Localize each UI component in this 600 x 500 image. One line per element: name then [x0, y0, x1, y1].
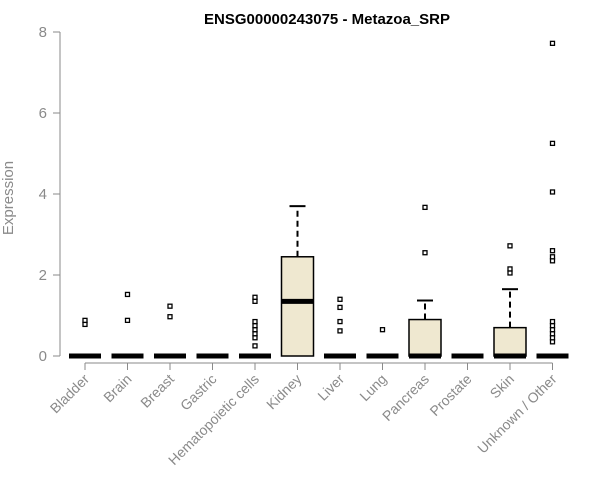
x-tick-label: Pancreas — [379, 371, 432, 424]
x-tick-label: Bladder — [47, 371, 93, 417]
outlier-point — [337, 318, 343, 325]
box-5 — [280, 205, 315, 357]
box-1 — [111, 291, 144, 359]
box-7 — [366, 327, 399, 359]
outlier-point — [507, 243, 513, 249]
x-tick-label: Unknown / Other — [474, 371, 560, 457]
box-rect — [408, 318, 442, 357]
y-tick-label: 0 — [39, 348, 47, 365]
outlier-point — [549, 318, 556, 325]
outlier-point — [422, 204, 428, 211]
outlier-point — [82, 321, 88, 328]
outlier-point — [252, 298, 258, 304]
outlier-point — [549, 140, 556, 147]
x-tick-label: Prostate — [426, 371, 474, 419]
outlier-point — [507, 270, 513, 276]
outlier-point — [549, 40, 556, 46]
box-10 — [493, 243, 527, 359]
y-axis-label: Expression — [0, 161, 17, 235]
outlier-point — [549, 254, 556, 260]
box-8 — [408, 204, 442, 359]
box-11 — [536, 40, 569, 359]
outlier-point — [549, 189, 556, 195]
outlier-point — [379, 327, 386, 333]
x-tick-label: Skin — [487, 371, 518, 402]
outlier-point — [507, 266, 513, 272]
box-rect — [280, 256, 315, 357]
outlier-point — [337, 328, 343, 334]
outlier-point — [252, 318, 258, 325]
outlier-point — [167, 314, 173, 320]
outlier-point — [82, 317, 88, 324]
outlier-point — [422, 250, 428, 256]
box-0 — [69, 317, 101, 359]
outlier-point — [124, 317, 131, 324]
y-tick-label: 6 — [39, 105, 47, 122]
x-tick-label: Brain — [100, 371, 134, 405]
outlier-point — [549, 339, 556, 345]
outlier-point — [167, 303, 173, 309]
x-tick-label: Liver — [314, 371, 347, 404]
outlier-point — [252, 294, 258, 300]
boxes — [69, 40, 569, 359]
box-6 — [324, 296, 356, 359]
outlier-point — [549, 248, 556, 254]
y-tick-label: 2 — [39, 267, 47, 284]
outlier-point — [124, 291, 131, 298]
box-rect — [493, 326, 527, 357]
chart-title: ENSG00000243075 - Metazoa_SRP — [204, 11, 450, 28]
box-4 — [239, 294, 271, 359]
outlier-point — [252, 343, 258, 349]
x-tick-label: Kidney — [263, 371, 305, 413]
outlier-point — [252, 331, 258, 337]
outlier-point — [337, 296, 343, 302]
x-tick-label: Lung — [356, 371, 389, 404]
outlier-point — [549, 331, 556, 337]
outlier-point — [337, 304, 343, 311]
y-tick-label: 8 — [39, 24, 47, 41]
axes: 0 2 4 6 8 — [39, 24, 553, 370]
outlier-point — [549, 258, 556, 264]
x-tick-label: Breast — [137, 371, 177, 411]
box-2 — [154, 303, 186, 359]
y-tick-label: 4 — [39, 186, 47, 203]
